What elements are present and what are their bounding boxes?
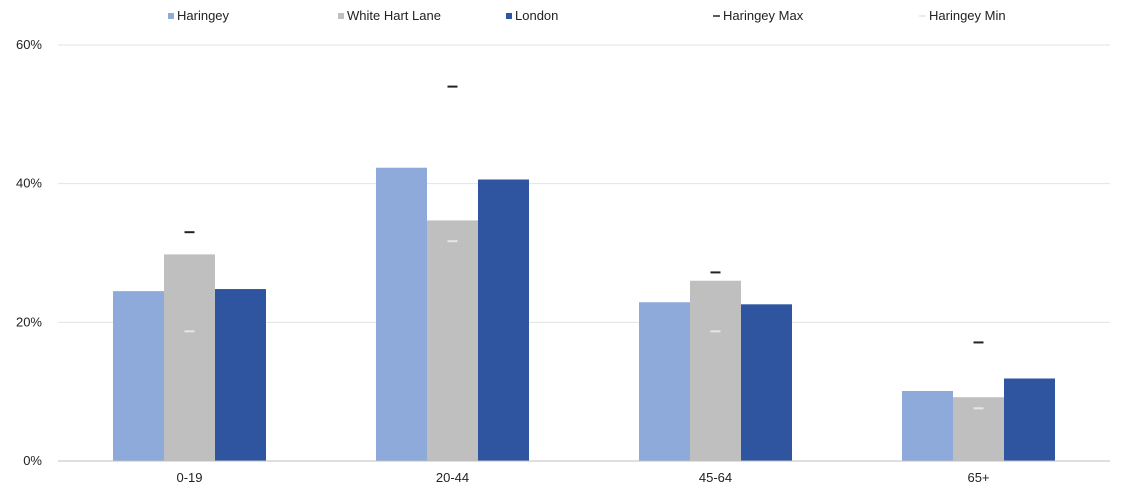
grid-lines [58, 44, 1110, 323]
legend-label: Haringey [177, 8, 230, 23]
bar-haringey [376, 167, 427, 461]
y-tick-label: 0% [23, 453, 42, 468]
range-markers [184, 85, 984, 410]
bar-white-hart-lane [690, 280, 741, 461]
bar-white-hart-lane [164, 254, 215, 461]
bar-white-hart-lane [953, 397, 1004, 461]
legend-item-haringey-min: Haringey Min [919, 8, 1006, 23]
x-tick-label: 0-19 [176, 470, 202, 485]
bar-haringey [113, 291, 164, 461]
legend-label: London [515, 8, 558, 23]
legend-swatch [168, 13, 174, 19]
axes: 0% 20% 40% 60% 0-19 20-44 45-64 65+ [16, 37, 1110, 485]
legend-swatch [338, 13, 344, 19]
x-tick-label: 20-44 [436, 470, 469, 485]
legend-item-haringey: Haringey [168, 8, 230, 23]
legend-item-london: London [506, 8, 558, 23]
y-tick-label: 20% [16, 314, 42, 329]
bars [113, 167, 1055, 462]
bar-haringey [902, 390, 953, 461]
y-tick-label: 60% [16, 37, 42, 52]
bar-london [215, 289, 266, 461]
legend-label: Haringey Min [929, 8, 1006, 23]
bar-london [741, 304, 792, 461]
legend-label: Haringey Max [723, 8, 804, 23]
bar-london [1004, 378, 1055, 461]
bar-white-hart-lane [427, 220, 478, 461]
x-tick-label: 45-64 [699, 470, 732, 485]
legend-swatch [506, 13, 512, 19]
y-tick-label: 40% [16, 176, 42, 191]
legend-item-haringey-max: Haringey Max [713, 8, 804, 23]
bar-london [478, 179, 529, 462]
legend: Haringey White Hart Lane London Haringey Ma… [168, 8, 1006, 23]
x-tick-label: 65+ [967, 470, 989, 485]
legend-label: White Hart Lane [347, 8, 441, 23]
bar-haringey [639, 302, 690, 461]
legend-item-white-hart-lane: White Hart Lane [338, 8, 441, 23]
